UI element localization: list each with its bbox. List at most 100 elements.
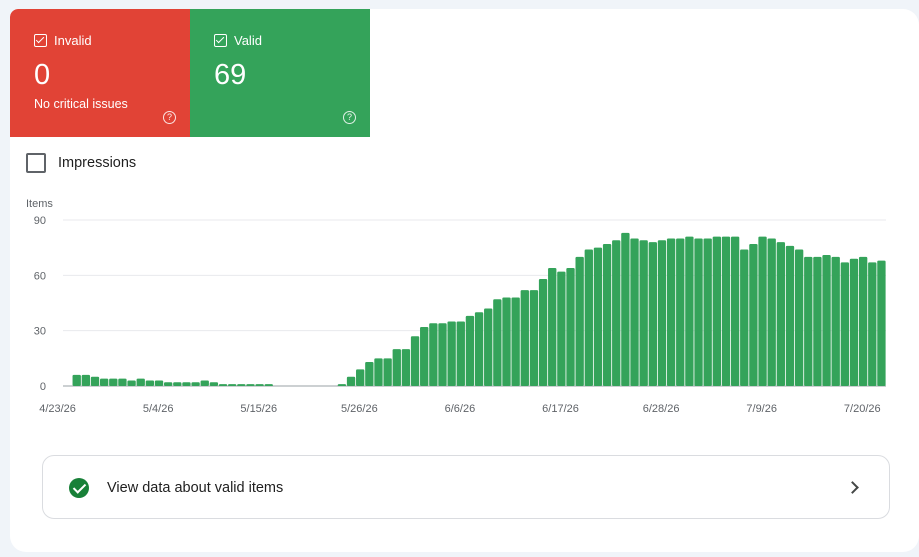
bar (813, 256, 822, 386)
bar (849, 258, 859, 386)
x-tick-label: 5/15/26 (240, 403, 277, 415)
bar (456, 321, 465, 386)
bar (858, 256, 868, 386)
help-icon[interactable]: ? (163, 111, 176, 124)
bar (694, 238, 703, 386)
chevron-right-icon (846, 481, 859, 494)
bar (383, 358, 392, 386)
bar (365, 362, 374, 386)
bar (557, 271, 566, 386)
status-card: Invalid 0 No critical issues ? Valid 69 … (10, 9, 919, 552)
bar (191, 382, 200, 386)
bar (840, 262, 850, 386)
bar (346, 376, 356, 386)
x-tick-label: 6/17/26 (542, 403, 579, 415)
bar (630, 238, 639, 386)
bar (99, 378, 109, 386)
valid-tile-header: Valid (214, 33, 262, 48)
bar (877, 260, 886, 386)
x-tick-label: 5/26/26 (341, 403, 378, 415)
bar (182, 382, 191, 386)
x-tick-label: 4/23/26 (39, 403, 76, 415)
bar (374, 358, 383, 386)
bar (657, 240, 667, 386)
checkbox-checked-icon[interactable] (214, 34, 227, 47)
bar (730, 236, 740, 386)
bar (255, 384, 264, 386)
bar (127, 380, 136, 386)
invalid-tile[interactable]: Invalid 0 No critical issues ? (10, 9, 190, 137)
bar (538, 279, 548, 386)
help-icon[interactable]: ? (343, 111, 356, 124)
bar (593, 247, 603, 386)
y-tick-label: 30 (34, 326, 46, 338)
bar (401, 349, 411, 386)
bar (612, 240, 621, 386)
bar (767, 238, 776, 386)
bar (685, 236, 694, 386)
bar (465, 315, 475, 386)
invalid-subtitle: No critical issues (34, 97, 128, 111)
bar (81, 374, 91, 386)
bar (639, 240, 648, 386)
bar (621, 232, 630, 386)
bar (356, 369, 365, 386)
bar (721, 236, 731, 386)
bar (584, 249, 593, 386)
bar (785, 245, 795, 386)
bar (776, 242, 786, 386)
bar (758, 236, 767, 386)
bar (246, 384, 255, 386)
x-tick-label: 7/20/26 (844, 403, 881, 415)
bar (749, 243, 758, 386)
bar (804, 256, 813, 386)
bar (228, 384, 237, 386)
bar (794, 249, 804, 386)
valid-tile[interactable]: Valid 69 ? (190, 9, 370, 137)
bar (484, 308, 493, 386)
bar (109, 378, 118, 386)
x-tick-label: 6/28/26 (643, 403, 680, 415)
bar (676, 238, 685, 386)
y-tick-label: 90 (34, 215, 46, 227)
bar (703, 238, 712, 386)
checkbox-checked-icon[interactable] (34, 34, 47, 47)
impressions-checkbox[interactable] (26, 153, 46, 173)
x-tick-label: 7/9/26 (746, 403, 777, 415)
bar (392, 349, 401, 386)
invalid-label: Invalid (54, 33, 92, 48)
bar (575, 256, 584, 386)
impressions-toggle[interactable]: Impressions (26, 153, 136, 173)
bar (602, 243, 612, 386)
bar (145, 380, 155, 386)
bar (72, 374, 81, 386)
view-valid-items-label: View data about valid items (107, 480, 284, 496)
bar (200, 380, 209, 386)
check-circle-icon (69, 478, 89, 498)
bar (548, 267, 557, 386)
x-tick-label: 6/6/26 (445, 403, 476, 415)
bar (822, 255, 831, 386)
bar (218, 384, 228, 386)
bar (740, 249, 749, 386)
y-tick-label: 0 (40, 381, 46, 393)
bar (410, 336, 420, 386)
bar (529, 290, 539, 386)
bar (154, 380, 164, 386)
bar (831, 256, 840, 386)
bar (438, 323, 447, 386)
view-valid-items-link[interactable]: View data about valid items (42, 455, 890, 519)
bar (566, 267, 575, 386)
y-axis-title: Items (26, 198, 53, 210)
bar (447, 321, 456, 386)
bar (209, 382, 219, 386)
bar (511, 297, 520, 386)
items-chart: Items 0 30 60 90 4/23/26 5/4/26 5/15/26 5/26/26 6… (26, 198, 886, 415)
bar (648, 242, 657, 386)
bar (237, 384, 246, 386)
bar (474, 312, 484, 386)
bar (264, 384, 273, 386)
x-tick-label: 5/4/26 (143, 403, 174, 415)
bar (868, 262, 877, 386)
bar (420, 326, 429, 386)
